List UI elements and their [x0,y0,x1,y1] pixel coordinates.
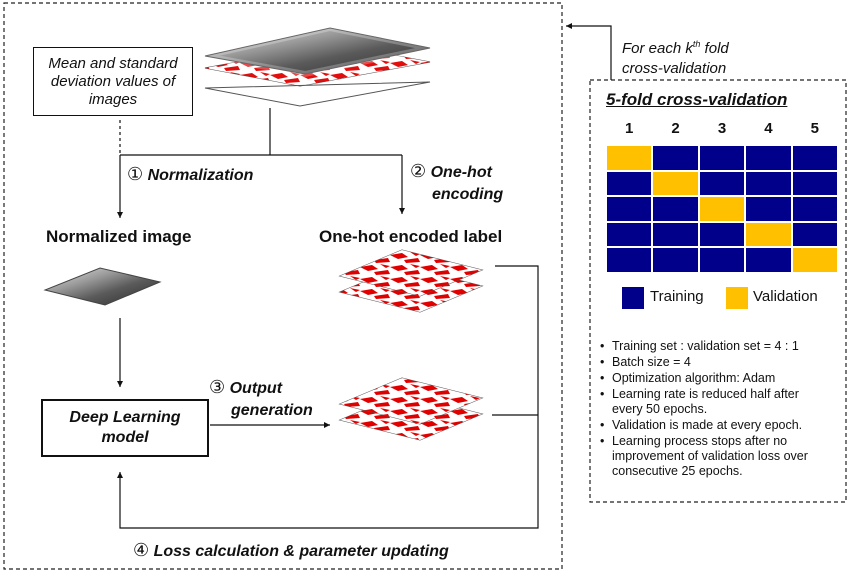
step-number-4: ④ [133,540,150,560]
step-number-2: ② [410,161,427,181]
step-onehot: ② One-hot encoding [410,160,503,206]
cv-bullet-item: • Learning rate is reduced half after ever… [598,387,843,417]
cv-cell [606,221,653,248]
cv-bullet-line: Batch size = 4 [612,355,691,369]
step-normalization: ① Normalization [127,164,253,185]
input-image-stack-top [204,24,431,107]
cv-bullet-line: Validation is made at every epoch. [612,418,803,432]
step-label-normalization: Normalization [147,167,254,184]
bullet-dot-icon: • [600,355,605,369]
bullet-dot-icon: • [600,418,605,432]
fold-header-4: 4 [764,120,773,137]
deep-learning-model-box: Deep Learning model [41,399,209,457]
cv-cell [698,145,746,171]
fold-header-5: 5 [810,120,819,137]
mean-std-line3: images [88,90,138,108]
cv-cell [606,170,653,197]
step-output: ③ Output generation [209,376,313,422]
cv-bullet-item: • Optimization algorithm: Adam [598,371,843,386]
fold-header-3: 3 [717,120,727,137]
cv-cell [606,145,653,171]
cv-bullet-line: Training set : validation set = 4 : 1 [612,339,799,353]
legend-training-swatch [622,287,644,309]
bullet-dot-icon: • [600,387,605,401]
cv-cell [606,196,653,222]
step-label-output-2: generation [231,402,313,419]
cv-bullet-item: • Batch size = 4 [598,355,843,370]
workflow-boundary [3,2,563,570]
cv-cell [791,145,838,171]
cv-cell [698,247,746,273]
cv-panel-title: 5-fold cross-validation [606,90,788,109]
cv-cell [791,196,838,222]
cv-bullet-item: • Validation is made at every epoch. [598,418,843,433]
onehot-label-stack [338,249,484,313]
fold-header-1: 1 [625,120,634,137]
cv-cell [652,196,699,222]
bullet-dot-icon: • [600,339,605,353]
cv-cell [745,221,792,248]
step-loss: ④ Loss calculation & parameter updating [133,540,449,561]
cv-cell [606,247,653,273]
output-label-stack [338,377,484,441]
cv-cell [745,170,792,197]
fold-note-suffix: fold [700,40,729,57]
normalized-image-label: Normalized image [46,227,192,246]
cv-bullet-line: Learning rate is reduced half after [612,387,799,401]
cv-bullet-line: Optimization algorithm: Adam [612,371,776,385]
fold-note-sup: th [692,39,701,49]
bullet-dot-icon: • [600,434,605,448]
cv-bullet-line: consecutive 25 epochs. [612,464,743,478]
fold-note: For each kth fold cross-validation [622,34,729,79]
cv-cell [652,247,699,273]
dl-model-line2: model [101,429,149,446]
bullet-dot-icon: • [600,371,605,385]
cv-cell [698,221,746,248]
fold-header-2: 2 [671,120,680,137]
normalized-image-graphic [43,267,162,306]
step-number-1: ① [127,164,144,184]
mean-std-line2: deviation values of [50,72,176,90]
dl-model-line1: Deep Learning [69,409,181,426]
mean-std-line1: Mean and standard [48,54,178,72]
cv-cell [652,221,699,248]
legend-validation-swatch [726,287,748,309]
cv-cell [745,145,792,171]
cv-bullet-line: improvement of validation loss over [612,449,808,463]
cv-bullet-item: • Learning process stops after no improvem… [598,434,843,479]
cv-cell [745,247,792,273]
fold-note-line2: cross-validation [622,60,727,77]
cv-bullet-line: Learning process stops after no [612,434,788,448]
cv-bullet-line: every 50 epochs. [612,402,708,416]
step-number-3: ③ [209,377,226,397]
step-label-onehot-1: One-hot [430,164,492,181]
fold-note-prefix: For each k [622,40,693,57]
cv-bullets: • Training set : validation set = 4 : 1 • B… [598,339,843,480]
cv-cell [652,170,699,197]
cv-cell [745,196,792,222]
cv-cell [791,170,838,197]
onehot-encoded-label: One-hot encoded label [319,227,503,246]
cv-bullet-item: • Training set : validation set = 4 : 1 [598,339,843,354]
mean-std-box: Mean and standard deviation values of im… [33,47,193,116]
cv-panel-boundary [589,79,847,503]
cv-cell [698,196,746,222]
step-label-onehot-2: encoding [432,186,504,203]
cv-cell [791,221,838,248]
cv-cell [791,247,838,273]
step-label-output-1: Output [229,380,283,397]
step-label-loss: Loss calculation & parameter updating [153,543,449,560]
legend-training-label: Training [650,288,704,305]
cv-cell [652,145,699,171]
cv-cell [698,170,746,197]
legend-validation-label: Validation [753,288,818,305]
